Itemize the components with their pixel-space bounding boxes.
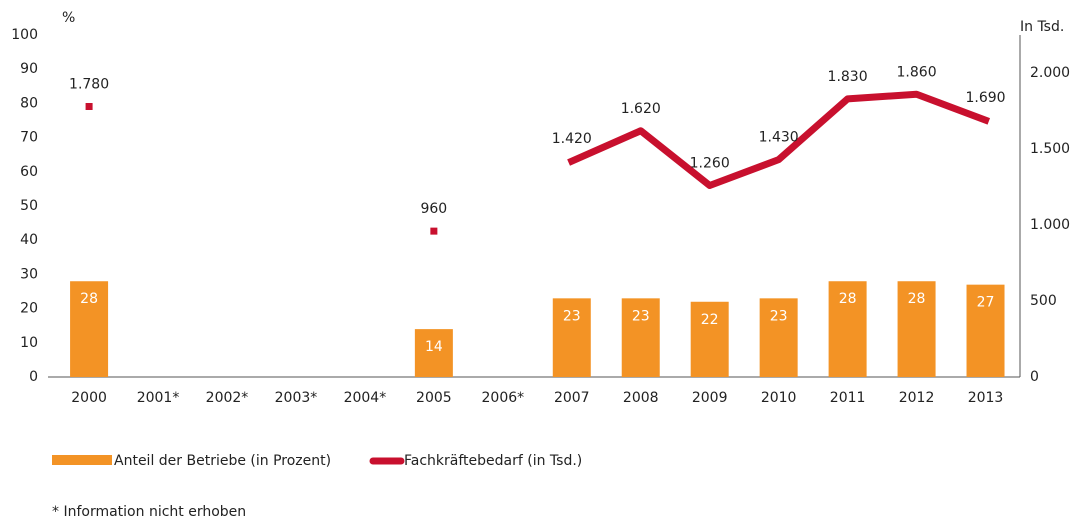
x-tick-label: 2004* <box>344 390 387 406</box>
x-tick-label: 2007 <box>554 390 590 406</box>
y-tick-label: 100 <box>11 27 38 43</box>
bar-label: 28 <box>839 291 857 307</box>
y2-tick-label: 0 <box>1030 369 1039 385</box>
legend-label: Fachkräftebedarf (in Tsd.) <box>404 453 582 469</box>
bar-label: 14 <box>425 339 443 355</box>
x-tick-label: 2001* <box>137 390 180 406</box>
bar-label: 23 <box>770 308 788 324</box>
bar <box>690 301 729 377</box>
x-tick-label: 2003* <box>275 390 318 406</box>
line-label: 1.420 <box>552 131 592 147</box>
y-tick-label: 0 <box>29 369 38 385</box>
y-tick-label: 80 <box>20 95 38 111</box>
x-tick-label: 2002* <box>206 390 249 406</box>
footnote: * Information nicht erhoben <box>52 504 246 519</box>
y-tick-label: 20 <box>20 301 38 317</box>
y2-tick-label: 1.000 <box>1030 217 1070 233</box>
line-label: 1.620 <box>621 101 661 117</box>
line-label: 1.690 <box>965 90 1005 106</box>
y-axis-label: % <box>62 10 75 26</box>
line-label: 1.780 <box>69 76 109 92</box>
y-tick-label: 70 <box>20 130 38 146</box>
bar <box>828 281 867 377</box>
bar <box>621 298 660 377</box>
y2-tick-label: 500 <box>1030 293 1057 309</box>
y-tick-label: 90 <box>20 61 38 77</box>
line-label: 1.860 <box>897 64 937 80</box>
bar <box>966 284 1005 377</box>
line-label: 1.830 <box>828 69 868 85</box>
x-tick-label: 2009 <box>692 390 728 406</box>
bar-label: 28 <box>908 291 926 307</box>
bar <box>552 298 591 377</box>
line <box>85 90 991 235</box>
x-tick-label: 2006* <box>482 390 525 406</box>
x-tick-label: 2013 <box>968 390 1004 406</box>
y-tick-label: 10 <box>20 335 38 351</box>
x-tick-label: 2010 <box>761 390 797 406</box>
line-label: 1.260 <box>690 155 730 171</box>
y2-tick-label: 2.000 <box>1030 65 1070 81</box>
x-tick-label: 2012 <box>899 390 935 406</box>
y-tick-label: 50 <box>20 198 38 214</box>
y2-axis-label: In Tsd. <box>1020 19 1064 35</box>
y-tick-label: 40 <box>20 232 38 248</box>
y-tick-label: 60 <box>20 164 38 180</box>
bar-label: 22 <box>701 312 719 328</box>
x-tick-label: 2011 <box>830 390 866 406</box>
y2-tick-label: 1.500 <box>1030 141 1070 157</box>
x-tick-label: 2008 <box>623 390 659 406</box>
bar-label: 28 <box>80 291 98 307</box>
line-label: 1.430 <box>759 130 799 146</box>
bar-label: 23 <box>632 308 650 324</box>
x-tick-label: 2000 <box>71 390 107 406</box>
bar <box>759 298 798 377</box>
y-tick-label: 30 <box>20 266 38 282</box>
line-label: 960 <box>420 201 447 217</box>
legend-label: Anteil der Betriebe (in Prozent) <box>114 453 331 469</box>
bar <box>897 281 936 377</box>
bar <box>70 281 109 377</box>
x-tick-label: 2005 <box>416 390 452 406</box>
legend-swatch <box>52 455 112 465</box>
bar <box>414 329 453 377</box>
bar-label: 23 <box>563 308 581 324</box>
bar-label: 27 <box>977 295 995 311</box>
